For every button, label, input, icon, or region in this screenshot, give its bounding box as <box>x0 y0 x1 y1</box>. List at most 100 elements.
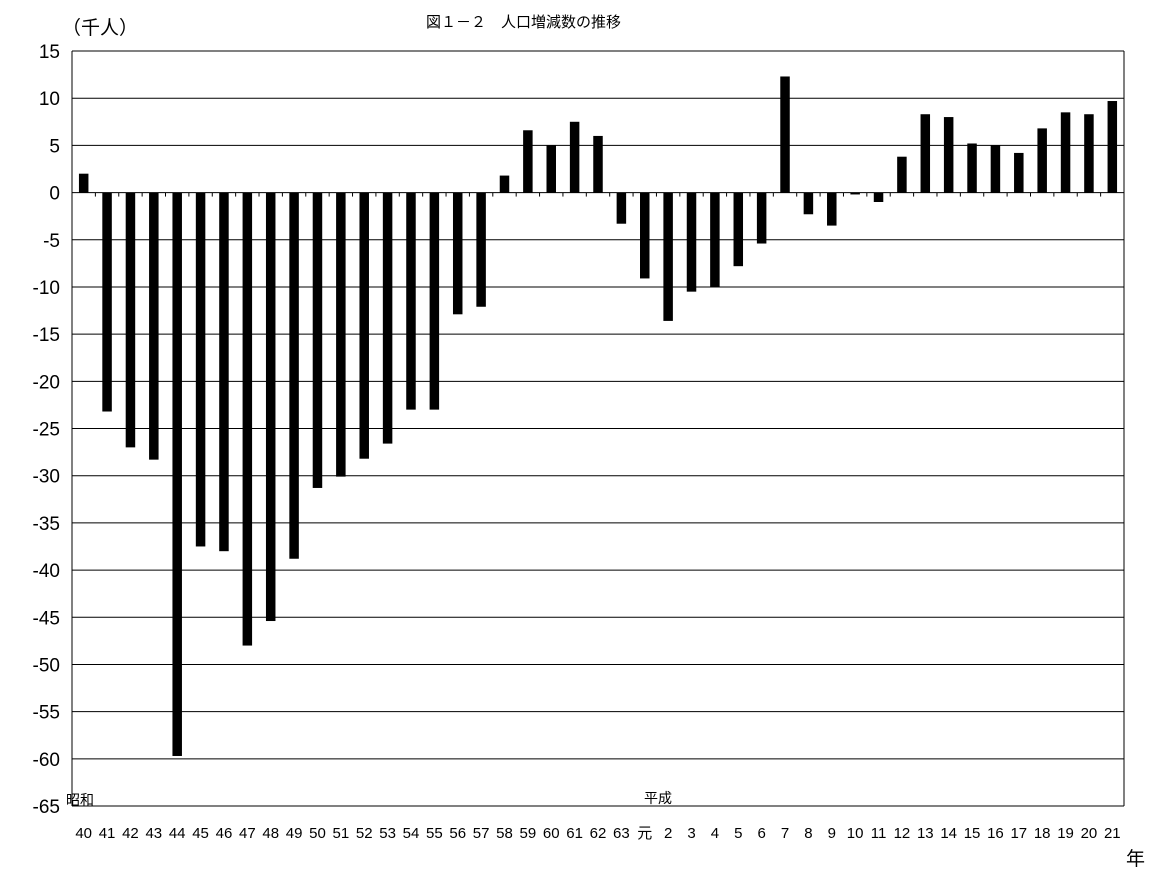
y-tick-label: 0 <box>49 184 60 205</box>
x-tick-label: 62 <box>590 825 607 842</box>
x-tick-label: 53 <box>379 825 396 842</box>
y-tick-label: -45 <box>33 608 60 629</box>
x-tick-label: 55 <box>426 825 443 842</box>
x-tick-label: 14 <box>940 825 957 842</box>
x-tick-label: 20 <box>1081 825 1098 842</box>
y-unit-label: （千人） <box>62 17 138 39</box>
era-label-heisei: 平成 <box>644 791 672 807</box>
x-tick-label: 18 <box>1034 825 1051 842</box>
bar-17 <box>1014 152 1024 193</box>
bar-5 <box>733 192 744 267</box>
bar-61 <box>569 121 580 193</box>
x-tick-label: 46 <box>216 825 233 842</box>
y-tick-label: -60 <box>33 750 60 771</box>
x-tick-label: 61 <box>566 825 583 842</box>
bar-54 <box>406 192 416 410</box>
bar-19 <box>1060 112 1071 193</box>
x-tick-label: 57 <box>473 825 490 842</box>
y-tick-label: 10 <box>39 89 60 110</box>
bar-60 <box>546 145 556 193</box>
bar-59 <box>523 130 533 193</box>
x-tick-label: 43 <box>145 825 162 842</box>
bar-53 <box>382 192 393 444</box>
y-tick-label: -40 <box>33 561 60 582</box>
bar-11 <box>873 192 884 202</box>
y-tick-label: 15 <box>39 42 60 63</box>
bar-49 <box>289 192 299 559</box>
x-tick-label: 15 <box>964 825 981 842</box>
x-tick-label: 6 <box>757 825 765 842</box>
bar-43 <box>149 192 159 460</box>
bar-47 <box>242 192 253 646</box>
bar-14 <box>943 117 954 193</box>
y-tick-label: -55 <box>33 703 60 724</box>
y-tick-label: -65 <box>33 797 60 818</box>
x-tick-label: 52 <box>356 825 373 842</box>
chart-title: 図１－２ 人口増減数の推移 <box>426 13 621 31</box>
bar-12 <box>897 156 907 193</box>
y-tick-label: -5 <box>43 231 60 252</box>
x-tick-label: 63 <box>613 825 630 842</box>
x-tick-label: 49 <box>286 825 303 842</box>
y-tick-label: 5 <box>49 136 60 157</box>
bar-56 <box>452 192 463 315</box>
bar-元 <box>640 192 650 279</box>
bar-7 <box>780 76 790 193</box>
x-tick-label: 9 <box>828 825 836 842</box>
x-ticks <box>94 192 1102 197</box>
x-tick-label: 19 <box>1057 825 1074 842</box>
bar-42 <box>125 192 136 448</box>
bar-10 <box>850 192 860 195</box>
x-tick-label: 41 <box>99 825 116 842</box>
x-tick-label: 56 <box>449 825 466 842</box>
x-tick-label: 54 <box>403 825 420 842</box>
x-tick-label: 58 <box>496 825 513 842</box>
bar-21 <box>1107 101 1118 193</box>
x-tick-label: 5 <box>734 825 742 842</box>
bar-48 <box>265 192 276 622</box>
gridlines <box>72 97 1124 807</box>
x-tick-label: 21 <box>1104 825 1121 842</box>
x-tick-label: 11 <box>871 825 887 842</box>
x-tick-label: 元 <box>637 825 652 842</box>
bar-57 <box>476 192 486 307</box>
bar-18 <box>1037 128 1047 193</box>
x-tick-label: 51 <box>333 825 350 842</box>
bar-8 <box>803 192 814 215</box>
bar-3 <box>686 192 697 292</box>
x-axis-suffix: 年 <box>1126 848 1145 869</box>
x-tick-label: 13 <box>917 825 934 842</box>
bar-6 <box>756 192 767 244</box>
x-tick-label: 60 <box>543 825 560 842</box>
bar-41 <box>102 192 112 412</box>
x-tick-label: 3 <box>687 825 695 842</box>
bar-44 <box>172 192 182 756</box>
x-tick-label: 50 <box>309 825 326 842</box>
bar-46 <box>219 192 229 552</box>
bars <box>78 76 1118 756</box>
x-tick-label: 45 <box>192 825 209 842</box>
x-tick-label: 10 <box>847 825 864 842</box>
bar-4 <box>710 192 720 287</box>
bar-13 <box>920 114 931 193</box>
y-tick-label: -30 <box>33 467 60 488</box>
x-tick-label: 59 <box>520 825 537 842</box>
x-tick-label: 8 <box>804 825 812 842</box>
bar-40 <box>78 173 89 193</box>
y-tick-label: -25 <box>33 420 60 441</box>
y-tick-label: -15 <box>33 325 60 346</box>
x-tick-label: 12 <box>894 825 911 842</box>
y-tick-label: -50 <box>33 655 60 676</box>
bar-58 <box>499 175 510 193</box>
y-tick-labels: 15 10 5 0 -5 -10 -15 -20 -25 -30 -35 -40 -45 -50 -55 -6… <box>33 42 60 818</box>
x-tick-label: 40 <box>75 825 92 842</box>
y-tick-label: -20 <box>33 372 60 393</box>
x-tick-label: 47 <box>239 825 256 842</box>
x-tick-labels: 40 41 42 43 44 45 46 47 48 49 50 51 52 53 54 55 56 57 58 59… <box>75 825 1120 842</box>
x-tick-label: 17 <box>1010 825 1027 842</box>
x-tick-label: 42 <box>122 825 139 842</box>
bar-62 <box>593 135 603 193</box>
bar-55 <box>429 192 440 410</box>
era-label-showa: 昭和 <box>66 793 94 809</box>
